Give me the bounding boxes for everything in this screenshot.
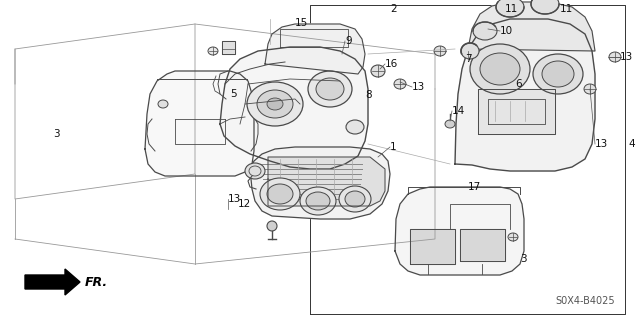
Ellipse shape: [316, 78, 344, 100]
Text: 1: 1: [390, 142, 397, 152]
Text: 11: 11: [505, 4, 518, 14]
Text: 15: 15: [295, 18, 308, 28]
Text: 8: 8: [365, 90, 372, 100]
Ellipse shape: [496, 0, 524, 17]
Text: 13: 13: [595, 139, 608, 149]
Ellipse shape: [345, 191, 365, 207]
Ellipse shape: [339, 186, 371, 212]
Ellipse shape: [584, 84, 596, 94]
Ellipse shape: [445, 120, 455, 128]
Text: 13: 13: [620, 52, 633, 62]
Text: FR.: FR.: [85, 276, 108, 288]
Polygon shape: [455, 19, 595, 171]
Polygon shape: [468, 2, 595, 51]
Ellipse shape: [609, 52, 621, 62]
Polygon shape: [25, 269, 80, 295]
Text: 4: 4: [628, 139, 635, 149]
Polygon shape: [220, 47, 368, 169]
Ellipse shape: [257, 90, 293, 118]
Text: 7: 7: [465, 54, 472, 64]
Text: 17: 17: [468, 182, 481, 192]
Ellipse shape: [533, 54, 583, 94]
Text: 12: 12: [238, 199, 252, 209]
Text: 13: 13: [412, 82, 425, 92]
Polygon shape: [478, 89, 555, 134]
Ellipse shape: [267, 98, 283, 110]
Ellipse shape: [260, 178, 300, 210]
Ellipse shape: [434, 46, 446, 56]
Text: 10: 10: [500, 26, 513, 36]
Ellipse shape: [208, 47, 218, 55]
Text: 11: 11: [560, 4, 573, 14]
Ellipse shape: [158, 100, 168, 108]
Ellipse shape: [371, 65, 385, 77]
Polygon shape: [268, 157, 385, 206]
Polygon shape: [222, 41, 235, 54]
Ellipse shape: [470, 44, 530, 94]
Polygon shape: [265, 24, 365, 74]
Polygon shape: [250, 147, 390, 219]
Ellipse shape: [308, 71, 352, 107]
Text: 3: 3: [53, 129, 60, 139]
Ellipse shape: [461, 43, 479, 59]
Ellipse shape: [542, 61, 574, 87]
Polygon shape: [410, 229, 455, 264]
Ellipse shape: [346, 120, 364, 134]
Ellipse shape: [473, 22, 497, 40]
Text: 5: 5: [230, 89, 237, 99]
Ellipse shape: [394, 79, 406, 89]
Text: 14: 14: [452, 106, 465, 116]
Polygon shape: [395, 187, 524, 275]
Text: 9: 9: [345, 36, 351, 46]
Ellipse shape: [247, 82, 303, 126]
Text: S0X4-B4025: S0X4-B4025: [555, 296, 615, 306]
Text: 13: 13: [228, 194, 241, 204]
Ellipse shape: [300, 187, 336, 215]
Text: 16: 16: [385, 59, 398, 69]
Polygon shape: [145, 71, 254, 176]
Ellipse shape: [480, 53, 520, 85]
Polygon shape: [460, 229, 505, 261]
Ellipse shape: [306, 192, 330, 210]
Text: 6: 6: [515, 79, 522, 89]
Ellipse shape: [508, 233, 518, 241]
Ellipse shape: [531, 0, 559, 14]
Ellipse shape: [245, 163, 265, 179]
Ellipse shape: [267, 221, 277, 231]
Ellipse shape: [267, 184, 293, 204]
Text: 3: 3: [520, 254, 527, 264]
Text: 2: 2: [390, 4, 397, 14]
